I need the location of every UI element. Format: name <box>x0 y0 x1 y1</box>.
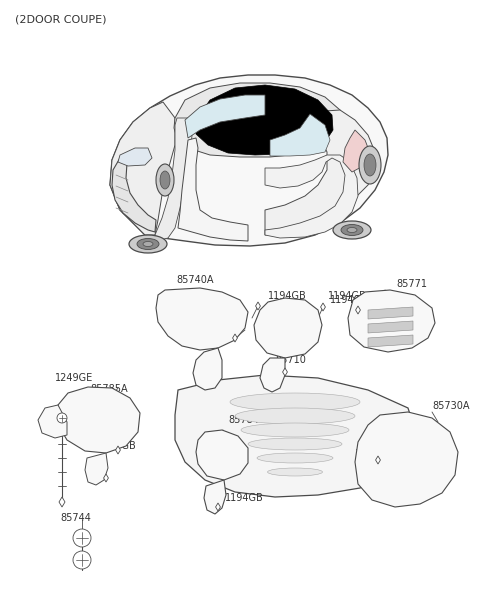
Polygon shape <box>38 405 67 438</box>
Polygon shape <box>355 412 458 507</box>
Polygon shape <box>175 375 415 497</box>
Text: 1249GE: 1249GE <box>55 373 93 383</box>
Polygon shape <box>185 95 265 138</box>
Polygon shape <box>174 83 345 157</box>
Polygon shape <box>193 348 222 390</box>
Polygon shape <box>116 446 120 454</box>
Text: 85784: 85784 <box>228 415 259 425</box>
Polygon shape <box>255 302 260 310</box>
Text: 85744: 85744 <box>60 513 91 523</box>
Polygon shape <box>178 138 248 241</box>
Ellipse shape <box>143 241 153 247</box>
Ellipse shape <box>129 235 167 253</box>
Ellipse shape <box>359 146 381 184</box>
Text: 1194GB: 1194GB <box>225 493 264 503</box>
Polygon shape <box>156 288 248 350</box>
Ellipse shape <box>137 239 159 250</box>
Ellipse shape <box>160 171 170 189</box>
Polygon shape <box>110 75 388 246</box>
Text: 1194GB: 1194GB <box>268 291 307 301</box>
Ellipse shape <box>230 393 360 411</box>
Polygon shape <box>233 334 238 342</box>
Text: 85785A: 85785A <box>90 384 128 394</box>
Polygon shape <box>196 430 248 480</box>
Polygon shape <box>283 368 288 376</box>
Polygon shape <box>376 456 380 464</box>
Ellipse shape <box>235 408 355 424</box>
Circle shape <box>73 529 91 547</box>
Text: 85740A: 85740A <box>176 275 214 285</box>
Ellipse shape <box>257 453 333 463</box>
Polygon shape <box>85 453 108 485</box>
Polygon shape <box>343 130 370 172</box>
Text: 1194GB: 1194GB <box>328 291 367 301</box>
Polygon shape <box>368 321 413 333</box>
Polygon shape <box>348 290 435 352</box>
Polygon shape <box>110 102 175 235</box>
Polygon shape <box>270 114 330 156</box>
Ellipse shape <box>341 224 363 236</box>
Circle shape <box>73 551 91 569</box>
Polygon shape <box>59 497 65 507</box>
Circle shape <box>57 413 67 423</box>
Ellipse shape <box>333 221 371 239</box>
Ellipse shape <box>347 227 357 233</box>
Text: 85710: 85710 <box>275 355 306 365</box>
Polygon shape <box>216 503 220 511</box>
Polygon shape <box>118 148 152 166</box>
Polygon shape <box>265 110 375 235</box>
Text: 1194GB: 1194GB <box>355 449 394 459</box>
Ellipse shape <box>156 164 174 196</box>
Text: 1194GB: 1194GB <box>98 441 137 451</box>
Text: 85730A: 85730A <box>432 401 469 411</box>
Polygon shape <box>368 307 413 319</box>
Polygon shape <box>196 85 333 155</box>
Text: (2DOOR COUPE): (2DOOR COUPE) <box>15 14 107 24</box>
Polygon shape <box>104 474 108 482</box>
Ellipse shape <box>248 438 342 450</box>
Text: 1194GB: 1194GB <box>330 295 369 305</box>
Polygon shape <box>260 358 285 392</box>
Ellipse shape <box>241 423 349 437</box>
Polygon shape <box>204 480 226 514</box>
Ellipse shape <box>364 154 376 176</box>
Polygon shape <box>112 158 156 232</box>
Polygon shape <box>321 303 325 311</box>
Polygon shape <box>254 298 322 358</box>
Polygon shape <box>368 335 413 347</box>
Text: 85771: 85771 <box>396 279 427 289</box>
Ellipse shape <box>267 468 323 476</box>
Polygon shape <box>155 118 192 240</box>
Polygon shape <box>57 387 140 453</box>
Polygon shape <box>265 155 358 238</box>
Polygon shape <box>356 306 360 314</box>
